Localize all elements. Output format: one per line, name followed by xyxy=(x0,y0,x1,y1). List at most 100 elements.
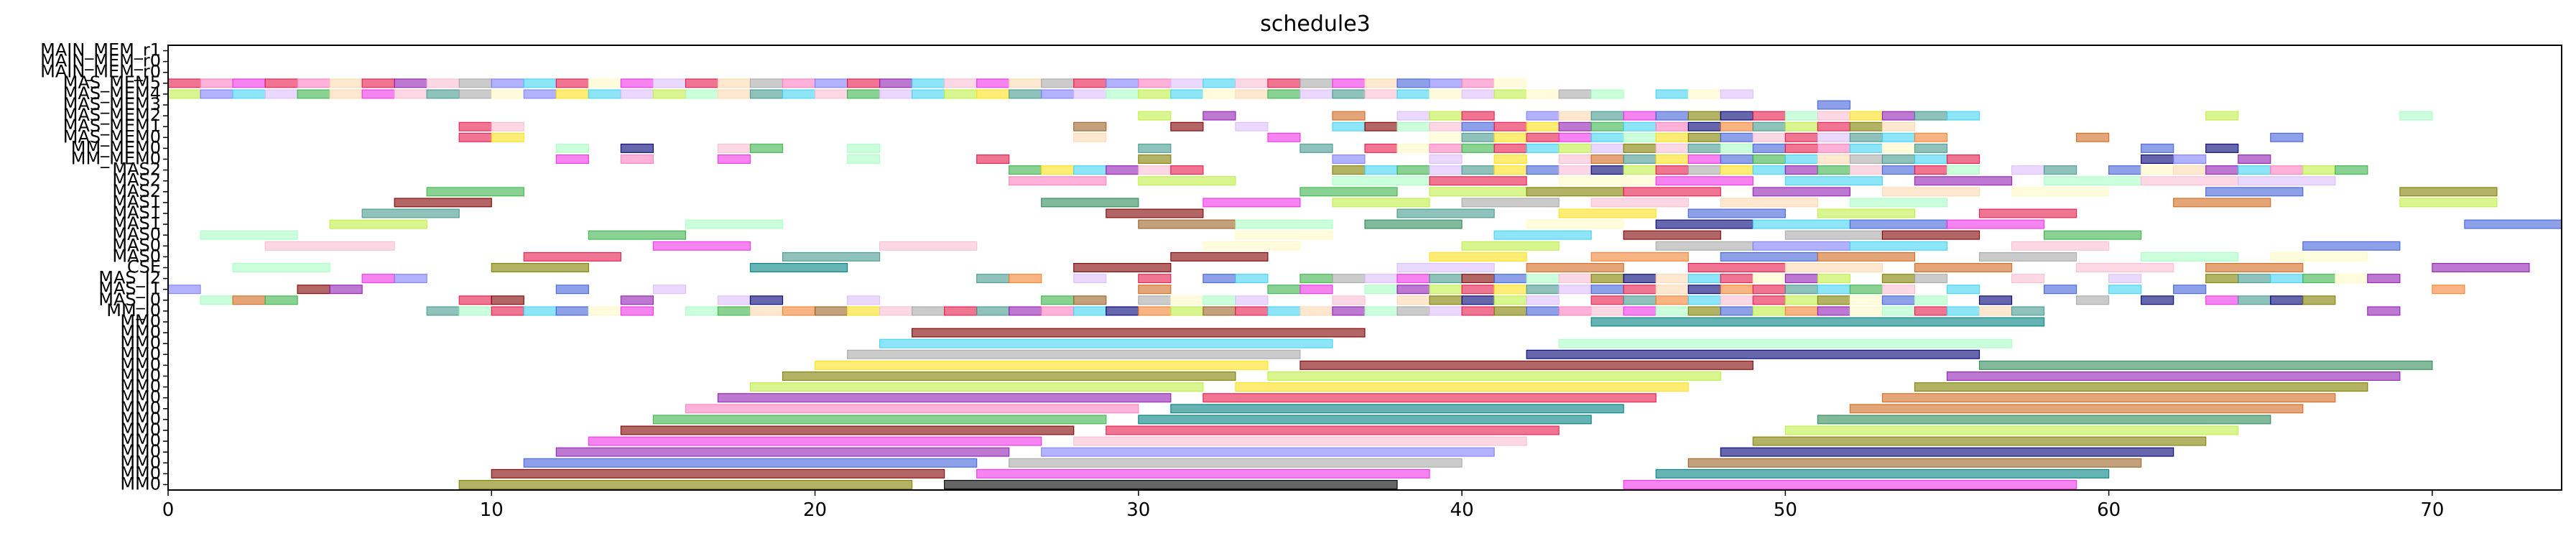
gantt-bar xyxy=(1946,285,1980,295)
gantt-bar xyxy=(2205,165,2239,175)
gantt-bar xyxy=(1590,251,1689,262)
gantt-bar xyxy=(523,78,557,88)
gantt-bar xyxy=(458,479,913,489)
gantt-bar xyxy=(976,154,1010,165)
gantt-bar xyxy=(1914,176,2013,186)
gantt-bar xyxy=(1493,143,1527,153)
y-tick-label: MM_I0 xyxy=(106,300,161,320)
gantt-bar xyxy=(1914,132,1948,142)
gantt-bar xyxy=(1106,208,1204,218)
y-tick-label: MM0 xyxy=(120,322,161,342)
gantt-bar xyxy=(1235,306,1269,316)
gantt-bar xyxy=(1396,263,1495,272)
gantt-bar xyxy=(1720,143,1753,153)
gantt-bar xyxy=(2302,241,2401,251)
gantt-bar xyxy=(685,404,1139,414)
gantt-bar xyxy=(329,285,363,295)
gantt-bar xyxy=(426,306,460,316)
gantt-bar xyxy=(1752,295,1786,305)
gantt-bar xyxy=(1849,241,1948,251)
gantt-bar xyxy=(394,89,427,99)
y-tick-label: MAS1 xyxy=(112,213,161,234)
gantt-bar xyxy=(2075,263,2174,272)
gantt-bar xyxy=(1461,198,1560,208)
gantt-bar xyxy=(1817,251,1916,262)
gantt-bar xyxy=(1299,360,1753,370)
gantt-bar xyxy=(1817,208,1916,218)
gantt-bar xyxy=(1106,165,1139,175)
gantt-bar xyxy=(1138,165,1172,175)
gantt-bar xyxy=(1752,436,2207,446)
gantt-bar xyxy=(1106,89,1139,99)
gantt-bar xyxy=(1267,89,1301,99)
y-tick-label: MAS2 xyxy=(112,181,161,201)
gantt-bar xyxy=(1364,274,1398,284)
gantt-bar xyxy=(1687,295,1721,305)
gantt-bar xyxy=(1332,89,1366,99)
gantt-bar xyxy=(2075,132,2110,142)
gantt-bar xyxy=(1332,165,1366,175)
gantt-bar xyxy=(1235,89,1269,99)
gantt-bar xyxy=(976,78,1010,88)
gantt-bar xyxy=(1590,89,1624,99)
gantt-bar xyxy=(1170,251,1269,262)
gantt-bar xyxy=(1041,78,1075,88)
gantt-bar xyxy=(2205,143,2239,153)
gantt-bar xyxy=(1623,111,1657,121)
gantt-bar xyxy=(523,306,557,316)
gantt-bar xyxy=(1784,230,1884,240)
gantt-bar xyxy=(2011,187,2110,197)
gantt-bar xyxy=(782,251,881,262)
gantt-bar xyxy=(1203,111,1236,121)
gantt-bar xyxy=(1332,274,1366,284)
gantt-bar xyxy=(1784,425,2239,435)
gantt-bar xyxy=(491,306,524,316)
gantt-bar xyxy=(1493,132,1527,142)
gantt-bar xyxy=(1106,78,1139,88)
gantt-bar xyxy=(426,89,460,99)
gantt-bar xyxy=(1396,89,1430,99)
gantt-bar xyxy=(1687,274,1721,284)
gantt-bar xyxy=(749,78,784,88)
gantt-bar xyxy=(2043,230,2142,240)
gantt-bar xyxy=(1914,154,1948,165)
gantt-bar xyxy=(1946,306,1980,316)
gantt-bar xyxy=(879,78,913,88)
gantt-bar xyxy=(458,132,492,142)
gantt-bar xyxy=(1817,111,1851,121)
gantt-bar xyxy=(2205,274,2239,284)
gantt-bar xyxy=(1493,306,1527,316)
gantt-bar xyxy=(944,306,978,316)
gantt-bar xyxy=(814,89,848,99)
gantt-bar xyxy=(685,306,719,316)
gantt-bar xyxy=(1396,306,1430,316)
gantt-bar xyxy=(1138,176,1236,186)
gantt-bar xyxy=(2141,165,2174,175)
gantt-bar xyxy=(1461,132,1495,142)
gantt-bar xyxy=(329,78,363,88)
gantt-bar xyxy=(1687,306,1721,316)
gantt-bar xyxy=(1429,274,1463,284)
gantt-bar xyxy=(2302,295,2336,305)
x-tick-label: 10 xyxy=(480,499,504,521)
gantt-bar xyxy=(1138,274,1172,284)
gantt-bar xyxy=(1720,132,1753,142)
gantt-bar xyxy=(2043,285,2077,295)
gantt-bar xyxy=(685,219,784,229)
gantt-bar xyxy=(555,447,1010,457)
gantt-bar xyxy=(1267,132,1301,142)
x-tick-label: 30 xyxy=(1126,499,1150,521)
gantt-bar xyxy=(2173,154,2207,165)
gantt-bar xyxy=(1687,121,1721,131)
gantt-bar xyxy=(1978,360,2433,370)
gantt-bar xyxy=(1203,198,1301,208)
gantt-bar xyxy=(1332,121,1366,131)
gantt-bar xyxy=(555,89,589,99)
gantt-bar xyxy=(1461,295,1495,305)
gantt-bar xyxy=(1073,78,1107,88)
gantt-bar xyxy=(200,78,233,88)
gantt-bar xyxy=(1623,479,2077,489)
gantt-bar xyxy=(232,263,330,272)
gantt-bar xyxy=(1203,295,1236,305)
gantt-bar xyxy=(1106,306,1139,316)
